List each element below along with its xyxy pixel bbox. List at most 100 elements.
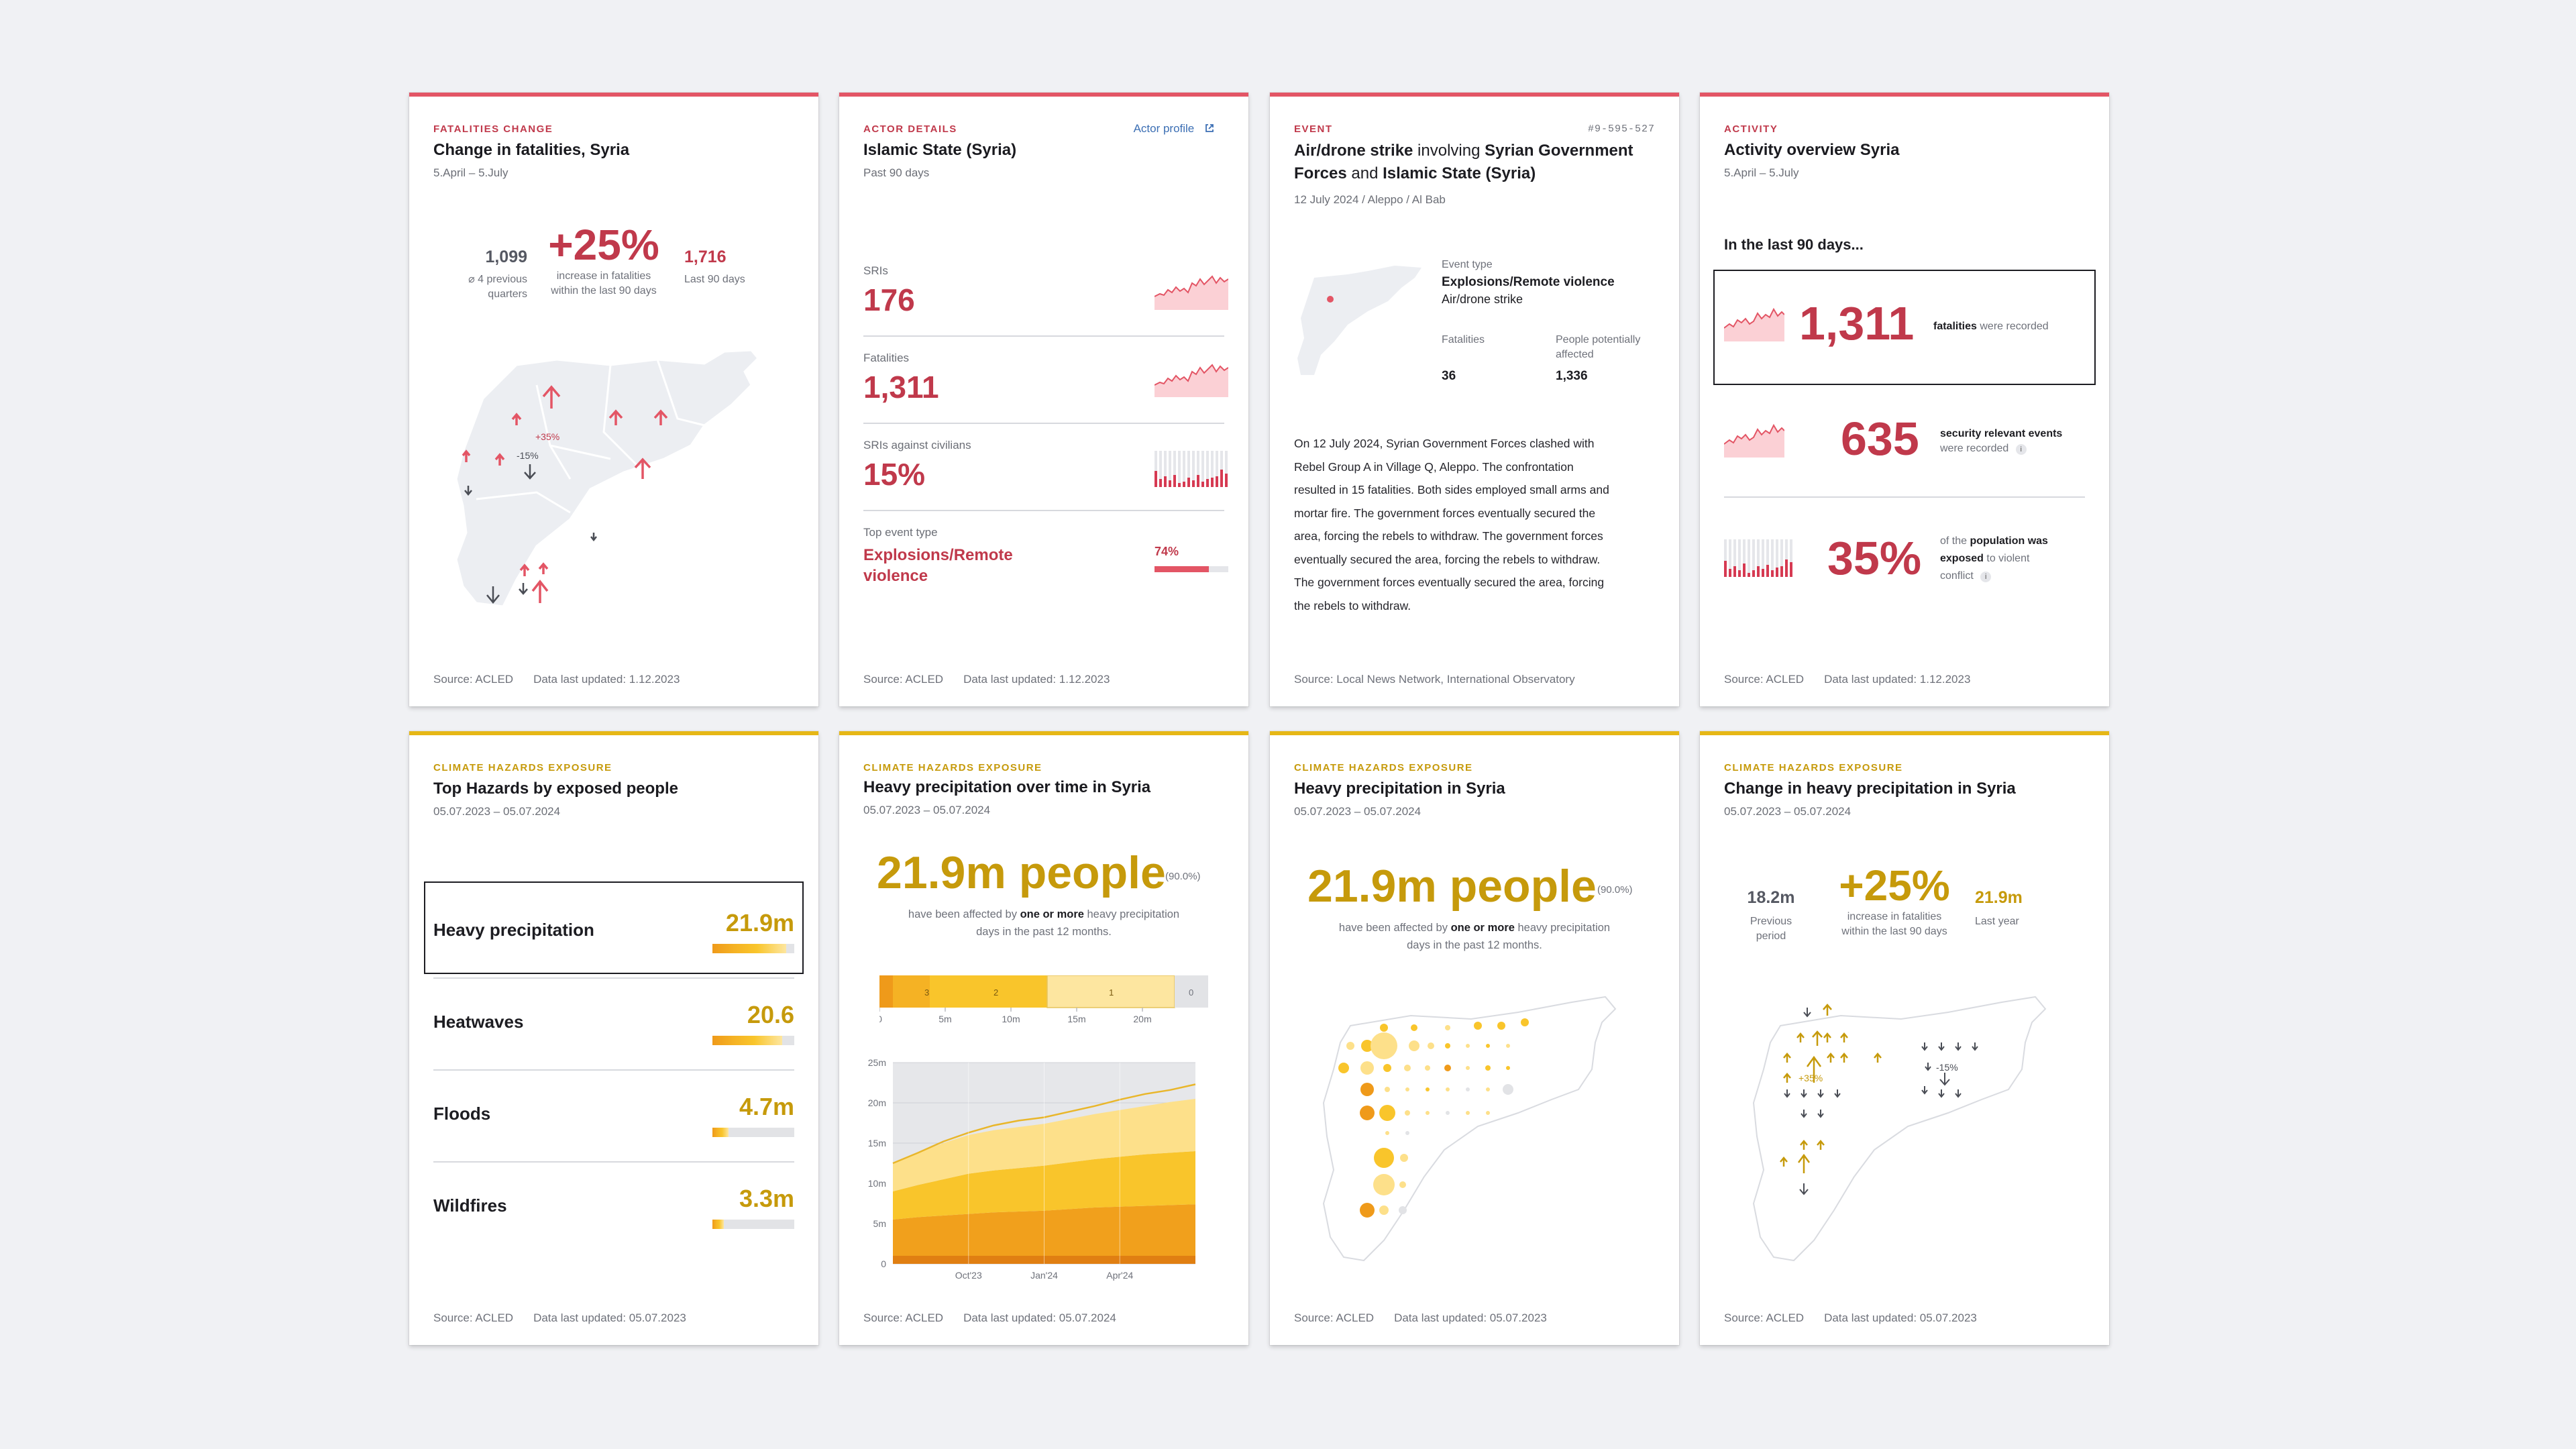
actor-profile-link[interactable]: Actor profile: [1134, 122, 1215, 136]
y-tick-label: 0: [881, 1258, 886, 1269]
exposed-value: 35%: [1827, 532, 1922, 584]
previous-label-2: period: [1756, 930, 1786, 942]
precipitation-dot: [1379, 1205, 1389, 1215]
card-footer: Source: ACLED Data last updated: 05.07.20…: [863, 1311, 1136, 1325]
precipitation-dot: [1404, 1065, 1411, 1071]
events-caption-bold: security relevant events: [1940, 428, 2063, 439]
hazard-row-selected[interactable]: [424, 881, 804, 974]
percent-value: (90.0%): [1597, 884, 1633, 896]
card-event: EVENT #9-595-527 Air/drone strike involv…: [1270, 93, 1679, 706]
stack-segment: [879, 975, 893, 1008]
precipitation-dot: [1405, 1131, 1409, 1135]
card-footer: Source: Local News Network, Internationa…: [1294, 673, 1595, 686]
hazard-label: Heavy precipitation: [433, 920, 594, 940]
card-subtitle: 05.07.2023 – 05.07.2024: [863, 804, 991, 816]
info-icon[interactable]: i: [2015, 444, 2027, 455]
stack-segment: [1046, 975, 1175, 1008]
source-label: Source: ACLED: [1724, 673, 1805, 686]
sparkline-area: [1155, 275, 1228, 310]
actor-two: Islamic State (Syria): [1383, 164, 1536, 182]
card-kicker: ACTIVITY: [1724, 123, 1778, 135]
precipitation-dot: [1374, 1148, 1394, 1168]
exposed-caption-bold-2: exposed: [1940, 553, 1984, 564]
event-title-joiner: involving: [1413, 142, 1485, 160]
desc-post: heavy precipitation: [1083, 908, 1180, 920]
top-event-row: Top event type Explosions/Remote violenc…: [863, 526, 1013, 586]
precipitation-dot: [1360, 1061, 1374, 1075]
precipitation-dot: [1445, 1043, 1450, 1049]
stack-segment: [1175, 975, 1208, 1008]
description-line: On 12 July 2024, Syrian Government Force…: [1294, 437, 1595, 450]
precipitation-dot: [1385, 1087, 1390, 1092]
card-precip-map: CLIMATE HAZARDS EXPOSURE Heavy precipita…: [1270, 731, 1679, 1345]
exposed-caption-pre: of the: [1940, 535, 1970, 547]
precipitation-dot: [1446, 1087, 1450, 1091]
hazard-bar-fill: [712, 1220, 724, 1229]
divider: [433, 1069, 794, 1071]
fatalities-value: 1,311: [1799, 297, 1915, 350]
hazard-row[interactable]: Heatwaves 20.6: [433, 985, 794, 1071]
source-label: Source: ACLED: [433, 673, 514, 686]
precipitation-dot-map: [1322, 996, 1617, 1262]
precipitation-dot: [1338, 1063, 1349, 1073]
source-label: Source: ACLED: [863, 1311, 944, 1324]
precipitation-dot: [1346, 1042, 1354, 1050]
card-subtitle: 5.April – 5.July: [1724, 166, 1799, 179]
x-tick-label: Jan'24: [1030, 1270, 1058, 1281]
precipitation-dot: [1399, 1181, 1406, 1188]
precipitation-dot: [1371, 1032, 1397, 1059]
desc-pre: have been affected by: [1338, 922, 1451, 934]
card-actor-details: ACTOR DETAILS Actor profile Islamic Stat…: [839, 93, 1248, 706]
card-subtitle: 12 July 2024 / Aleppo / Al Bab: [1294, 193, 1446, 206]
precipitation-dot: [1503, 1084, 1513, 1095]
card-activity: ACTIVITY Activity overview Syria 5.April…: [1700, 93, 2109, 706]
stat-fatalities-highlight[interactable]: [1713, 270, 2096, 385]
hazard-row[interactable]: Heavy precipitation 21.9m: [433, 893, 794, 979]
precipitation-dot: [1466, 1066, 1470, 1070]
hazard-row[interactable]: Wildfires 3.3m: [433, 1169, 794, 1242]
description-line: Rebel Group A in Village Q, Aleppo. The …: [1294, 460, 1574, 474]
precipitation-dot: [1409, 1040, 1419, 1051]
precipitation-dot: [1399, 1206, 1407, 1214]
precipitation-dot: [1506, 1044, 1510, 1048]
divider: [433, 1161, 794, 1163]
change-label-2: within the last 90 days: [1841, 926, 1947, 937]
precipitation-dot: [1360, 1083, 1374, 1096]
stat-row: SRIs against civilians 15%: [863, 439, 971, 492]
card-title: Islamic State (Syria): [863, 141, 1017, 159]
card-title: Heavy precipitation in Syria: [1294, 780, 1505, 798]
desc-bold: one or more: [1450, 922, 1515, 934]
event-title-joiner-2: and: [1346, 164, 1383, 182]
desc-pre: have been affected by: [908, 908, 1020, 920]
source-label: Source: ACLED: [1294, 1311, 1375, 1324]
precipitation-dot: [1486, 1087, 1490, 1091]
top-event-bar-fill: [1155, 566, 1210, 572]
previous-label: ⌀ 4 previous: [468, 274, 527, 285]
hazard-bar-fill: [712, 1128, 729, 1137]
previous-label-2: quarters: [488, 288, 527, 300]
change-label-2: within the last 90 days: [551, 285, 657, 297]
info-icon[interactable]: i: [1980, 572, 1992, 582]
hazard-bar-fill: [712, 1036, 782, 1045]
card-subtitle: Past 90 days: [863, 166, 930, 179]
precipitation-dot: [1405, 1110, 1410, 1116]
fatalities-block: Fatalities 36: [1442, 333, 1485, 384]
desc-post: heavy precipitation: [1514, 922, 1611, 934]
stack-label: 1: [1109, 987, 1114, 998]
actor-one: Syrian Government: [1485, 142, 1633, 160]
hazard-row[interactable]: Floods 4.7m: [433, 1077, 794, 1163]
exposed-caption-rest-2: conflict: [1940, 570, 1974, 582]
external-link-icon: [1205, 124, 1214, 132]
card-footer: Source: ACLED Data last updated: 1.12.202…: [1724, 673, 1990, 686]
divider: [433, 977, 794, 979]
event-type-value: Explosions/Remote violence: [1442, 275, 1615, 289]
card-title: Heavy precipitation over time in Syria: [863, 778, 1151, 796]
updated-label: Data last updated: 05.07.2023: [1394, 1311, 1547, 1324]
card-kicker: CLIMATE HAZARDS EXPOSURE: [433, 762, 612, 773]
precipitation-dot: [1426, 1111, 1430, 1115]
hazard-value: 21.9m: [725, 909, 794, 936]
event-type-label: Event type: [1442, 259, 1493, 270]
card-kicker: EVENT: [1294, 123, 1333, 135]
exposed-caption-rest: to violent: [1983, 553, 2030, 564]
card-kicker: FATALITIES CHANGE: [433, 123, 553, 135]
